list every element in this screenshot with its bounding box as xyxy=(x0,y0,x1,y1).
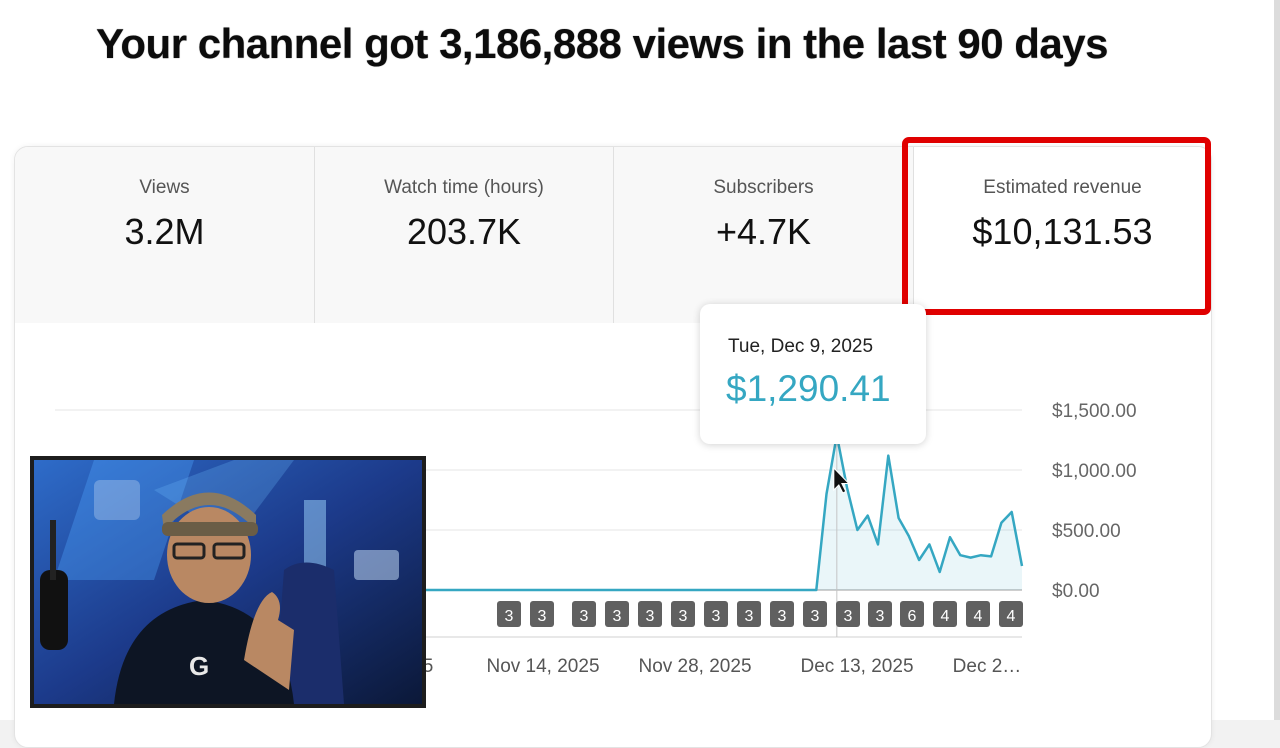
upload-marker-count: 4 xyxy=(941,608,950,625)
analytics-card: Views 3.2M Watch time (hours) 203.7K Sub… xyxy=(14,146,1212,748)
metric-tab-views[interactable]: Views 3.2M xyxy=(15,147,315,323)
upload-marker xyxy=(704,601,728,627)
chart-tooltip: Tue, Dec 9, 2025 $1,290.41 xyxy=(700,304,926,444)
y-tick-label: $1,500.00 xyxy=(1052,401,1137,422)
page-title: Your channel got 3,186,888 views in the … xyxy=(96,20,1108,67)
metric-value: 3.2M xyxy=(124,211,205,252)
upload-marker-count: 4 xyxy=(1007,608,1016,625)
upload-marker-count: 3 xyxy=(712,608,721,625)
x-tick-label: Dec 2… xyxy=(953,656,1022,677)
upload-marker xyxy=(530,601,554,627)
metric-label: Subscribers xyxy=(713,177,814,198)
upload-marker-count: 4 xyxy=(974,608,983,625)
metric-tab-watch-time[interactable]: Watch time (hours) 203.7K xyxy=(315,147,614,323)
upload-marker xyxy=(900,601,924,627)
upload-marker xyxy=(770,601,794,627)
upload-marker-count: 3 xyxy=(778,608,787,625)
upload-marker-count: 3 xyxy=(811,608,820,625)
revenue-highlight-box xyxy=(902,137,1211,315)
scrollbar-track[interactable] xyxy=(1274,0,1280,720)
upload-marker xyxy=(999,601,1023,627)
metric-value: +4.7K xyxy=(715,211,812,252)
metric-label: Watch time (hours) xyxy=(384,177,544,198)
upload-marker xyxy=(803,601,827,627)
upload-marker xyxy=(671,601,695,627)
y-tick-label: $500.00 xyxy=(1052,521,1121,542)
upload-marker xyxy=(933,601,957,627)
upload-marker-count: 3 xyxy=(580,608,589,625)
metric-label: Estimated revenue xyxy=(983,177,1142,198)
upload-marker-count: 3 xyxy=(876,608,885,625)
upload-marker-count: 3 xyxy=(646,608,655,625)
upload-marker xyxy=(497,601,521,627)
metric-tab-estimated-revenue[interactable]: Estimated revenue $10,131.53 xyxy=(914,147,1211,323)
x-tick-label: Nov 14, 2025 xyxy=(486,656,599,677)
y-tick-label: $0.00 xyxy=(1052,581,1100,602)
upload-marker-count: 3 xyxy=(538,608,547,625)
y-tick-label: $1,000.00 xyxy=(1052,461,1137,482)
upload-marker xyxy=(966,601,990,627)
metric-tab-subscribers[interactable]: Subscribers +4.7K xyxy=(614,147,914,323)
metric-label: Views xyxy=(139,177,190,198)
upload-marker-count: 3 xyxy=(844,608,853,625)
upload-marker-count: 3 xyxy=(745,608,754,625)
upload-marker-count: 3 xyxy=(505,608,514,625)
series-area xyxy=(55,435,1022,590)
x-tick-label: Dec 13, 2025 xyxy=(800,656,913,677)
tooltip-date: Tue, Dec 9, 2025 xyxy=(728,336,874,357)
upload-marker xyxy=(572,601,596,627)
x-tick-label: Nov 28, 2025 xyxy=(638,656,751,677)
upload-marker-count: 3 xyxy=(613,608,622,625)
x-tick-label: 5 xyxy=(423,656,434,677)
upload-marker xyxy=(605,601,629,627)
webcam-overlay: G xyxy=(30,456,426,708)
upload-marker xyxy=(836,601,860,627)
svg-text:G: G xyxy=(189,651,209,681)
upload-marker xyxy=(737,601,761,627)
tooltip-amount: $1,290.41 xyxy=(726,368,891,409)
upload-marker-count: 6 xyxy=(908,608,917,625)
metric-value: 203.7K xyxy=(406,211,522,252)
mouse-cursor-icon xyxy=(833,466,851,494)
metric-value: $10,131.53 xyxy=(972,211,1153,252)
upload-marker-count: 3 xyxy=(679,608,688,625)
upload-marker xyxy=(868,601,892,627)
upload-marker xyxy=(638,601,662,627)
